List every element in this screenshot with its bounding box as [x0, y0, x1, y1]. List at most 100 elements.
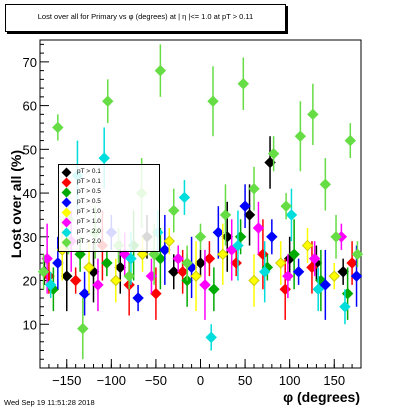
x-tick-label: 50 [238, 373, 252, 388]
data-point [221, 231, 233, 243]
data-point [212, 226, 225, 239]
data-point [330, 231, 342, 243]
data-point [346, 257, 358, 269]
legend-label: pT > 1.0 [77, 208, 101, 215]
data-point [232, 239, 244, 252]
data-point [159, 244, 171, 256]
chart-title: Lost over all for Primary vs φ (degrees)… [37, 12, 254, 21]
legend-entry: pT > 1.0 [59, 207, 159, 218]
data-point [194, 231, 207, 243]
data-point [219, 209, 232, 221]
y-tick-label: 10 [23, 317, 37, 332]
x-tick-label: −100 [97, 373, 126, 388]
legend-marker [61, 227, 72, 238]
legend-label: pT > 1.0 [77, 218, 101, 225]
data-point [52, 257, 64, 269]
data-point [267, 147, 280, 160]
data-point [114, 261, 126, 274]
legend-entry: pT > 1.0 [59, 217, 159, 228]
x-axis-label: φ (degrees) [283, 389, 360, 405]
data-point [279, 283, 291, 295]
data-point [328, 270, 340, 282]
data-point [285, 209, 298, 221]
data-point [181, 257, 193, 269]
legend-marker [61, 197, 72, 208]
x-tick-label: −150 [52, 373, 81, 388]
legend-entry: pT > 0.1 [59, 167, 159, 178]
data-point [275, 257, 287, 269]
timestamp: Wed Sep 19 11:51:28 2018 [4, 398, 95, 407]
data-point [52, 121, 64, 134]
data-point [280, 200, 292, 212]
data-point [337, 266, 349, 278]
data-point [205, 331, 217, 344]
chart-title-box: Lost over all for Primary vs φ (degrees)… [5, 4, 286, 32]
legend-entry: pT > 0.5 [59, 197, 159, 208]
data-point [98, 152, 110, 164]
data-point [150, 287, 162, 300]
data-point [78, 287, 91, 300]
data-point [172, 252, 184, 265]
x-tick-label: −50 [145, 373, 167, 388]
legend-entry: pT > 2.0 [59, 237, 159, 248]
data-point [77, 322, 89, 335]
data-point [110, 274, 122, 287]
legend-marker [61, 167, 72, 178]
data-point [208, 283, 220, 295]
data-point [319, 279, 332, 291]
data-point [123, 270, 135, 282]
legend-marker [61, 177, 72, 188]
legend-entry: pT > 0.1 [59, 177, 159, 188]
data-point [319, 178, 332, 191]
data-point [132, 292, 144, 304]
legend-label: pT > 2.0 [77, 228, 101, 235]
data-point [339, 301, 351, 313]
data-point [248, 274, 260, 287]
data-point [168, 266, 180, 278]
data-point [194, 257, 207, 269]
data-point [292, 266, 305, 278]
x-tick-label: 100 [279, 373, 301, 388]
data-point [288, 248, 300, 261]
data-point [145, 270, 158, 282]
data-point [61, 270, 73, 282]
data-point [230, 257, 242, 269]
data-point [83, 261, 95, 274]
data-point [154, 64, 167, 77]
data-point [252, 222, 265, 234]
legend: pT > 0.1 pT > 0.1 pT > 0.5 pT > 0.5 pT > 1.0… [58, 164, 160, 252]
data-point [92, 279, 104, 291]
data-point [301, 239, 314, 252]
legend-marker [61, 237, 72, 248]
legend-label: pT > 0.5 [77, 188, 101, 195]
data-point [217, 248, 229, 261]
data-point [243, 209, 256, 221]
data-point [44, 279, 57, 291]
y-tick-label: 30 [23, 230, 37, 245]
legend-marker [61, 187, 72, 198]
data-point [178, 191, 191, 204]
y-tick-label: 60 [23, 99, 37, 114]
data-point [37, 266, 50, 278]
legend-marker [61, 207, 72, 218]
data-point [257, 248, 269, 261]
data-point [199, 279, 211, 291]
y-tick-label: 20 [23, 274, 37, 289]
data-point [239, 200, 251, 212]
data-point [207, 95, 219, 107]
data-point [102, 95, 114, 107]
data-point [237, 78, 250, 90]
legend-label: pT > 0.1 [77, 168, 101, 175]
data-point [125, 252, 137, 265]
data-point [266, 231, 278, 243]
data-point [312, 283, 324, 295]
legend-label: pT > 0.5 [77, 198, 101, 205]
data-point [190, 270, 202, 282]
legend-marker [61, 217, 72, 228]
data-point [248, 182, 260, 195]
data-point [351, 248, 364, 261]
data-point [341, 287, 354, 300]
data-point [176, 266, 189, 278]
data-point [344, 134, 357, 147]
legend-entry: pT > 2.0 [59, 227, 159, 238]
